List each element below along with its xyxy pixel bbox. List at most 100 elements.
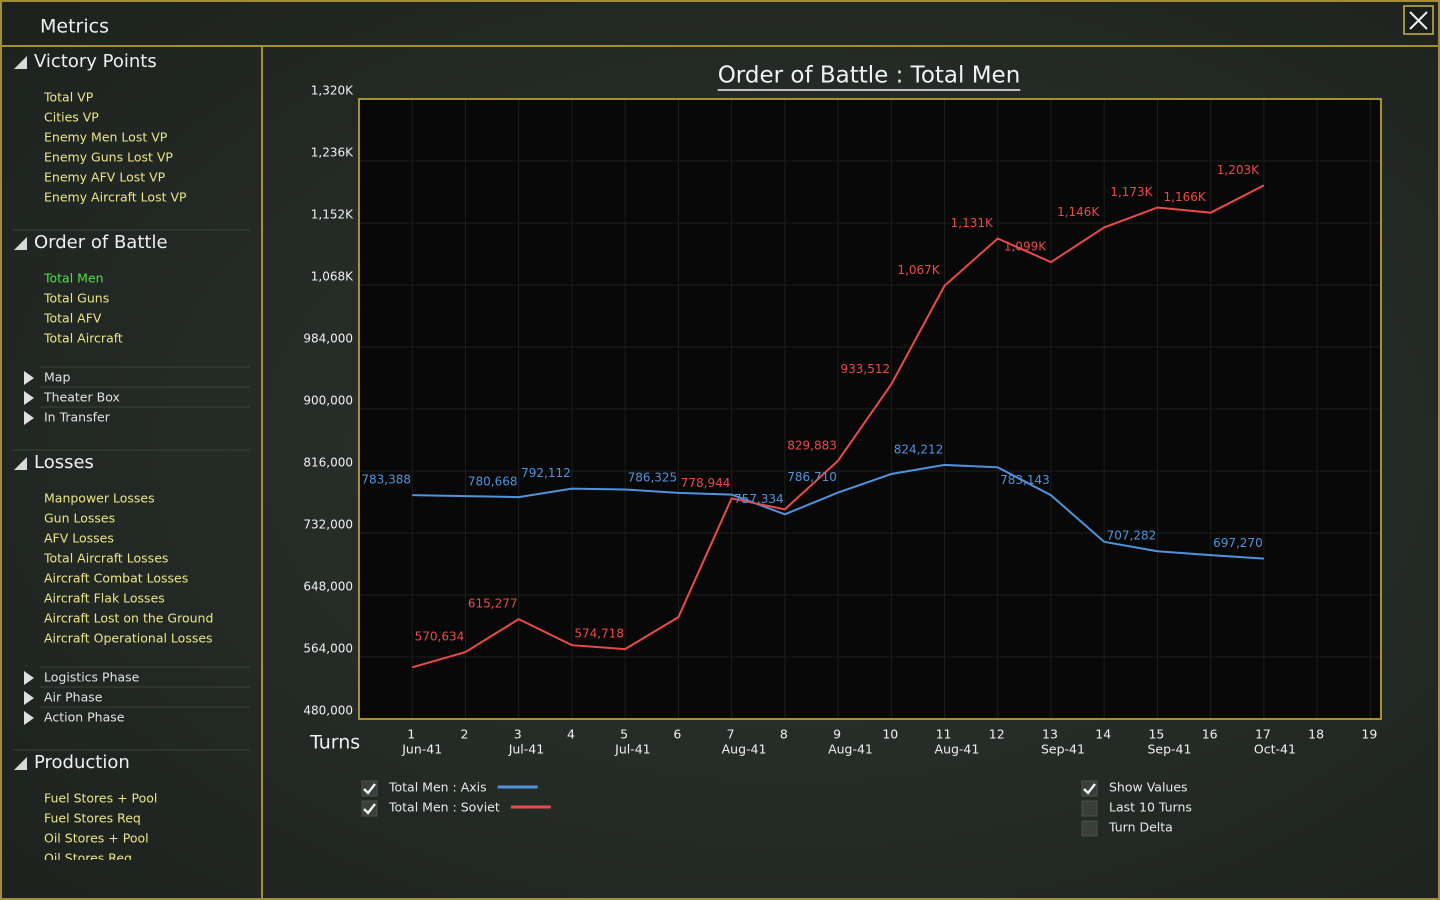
value-label: 697,270 bbox=[1213, 536, 1263, 550]
value-label: 615,277 bbox=[468, 597, 518, 611]
menu-item[interactable]: Aircraft Operational Losses bbox=[44, 631, 213, 646]
y-tick-label: 1,320K bbox=[311, 84, 354, 98]
y-tick-label: 1,068K bbox=[311, 270, 354, 284]
x-date-label: Aug-41 bbox=[828, 742, 873, 757]
option-label[interactable]: Turn Delta bbox=[1108, 820, 1173, 835]
menu-item[interactable]: Enemy Guns Lost VP bbox=[44, 150, 173, 165]
y-tick-label: 1,152K bbox=[311, 208, 354, 222]
collapse-triangle bbox=[14, 237, 27, 250]
menu-item[interactable]: Total AFV bbox=[43, 311, 102, 326]
value-label: 780,668 bbox=[468, 475, 518, 489]
expand-triangle bbox=[24, 671, 34, 685]
expand-triangle bbox=[24, 411, 34, 425]
window-title: Metrics bbox=[40, 16, 109, 38]
chart: 480,000 564,000 648,000 732,000 816,000 900,0… bbox=[303, 84, 1381, 757]
series-line bbox=[411, 184, 1265, 669]
close-icon[interactable] bbox=[1409, 11, 1428, 30]
checkbox[interactable] bbox=[361, 800, 378, 817]
y-tick-label: 480,000 bbox=[303, 704, 353, 718]
menu-item[interactable]: Manpower Losses bbox=[44, 491, 155, 506]
y-tick-label: 1,236K bbox=[311, 146, 354, 160]
value-label: 783,388 bbox=[361, 473, 411, 487]
value-label: 570,634 bbox=[415, 630, 465, 644]
y-tick-label: 816,000 bbox=[303, 456, 353, 470]
x-date-label: Jul-41 bbox=[508, 742, 545, 757]
x-tick-label: 7 bbox=[727, 727, 735, 742]
expand-triangle bbox=[24, 711, 34, 725]
menu-item[interactable]: Oil Stores + Pool bbox=[44, 831, 149, 846]
option-label[interactable]: Last 10 Turns bbox=[1109, 800, 1192, 815]
x-tick-label: 14 bbox=[1095, 727, 1111, 742]
value-label: 792,112 bbox=[521, 466, 571, 480]
expand-triangle bbox=[24, 371, 34, 385]
checkbox[interactable] bbox=[361, 780, 378, 797]
menu-item[interactable]: Total Aircraft bbox=[43, 331, 123, 346]
checkbox[interactable] bbox=[1081, 800, 1098, 817]
menu-item[interactable]: Total Men bbox=[43, 271, 104, 286]
menu-item[interactable]: Gun Losses bbox=[44, 511, 115, 526]
value-label: 707,282 bbox=[1107, 529, 1157, 543]
x-tick-label: 4 bbox=[567, 727, 575, 742]
section-header[interactable]: Victory Points bbox=[34, 51, 157, 72]
checkbox[interactable] bbox=[1081, 780, 1098, 797]
x-tick-label: 18 bbox=[1308, 727, 1324, 742]
expand-triangle bbox=[24, 391, 34, 405]
value-label: 1,173K bbox=[1110, 185, 1153, 199]
menu-item[interactable]: Cities VP bbox=[44, 110, 99, 125]
expand-triangle bbox=[24, 691, 34, 705]
sub-item[interactable]: In Transfer bbox=[44, 410, 111, 425]
sub-item[interactable]: Map bbox=[44, 370, 70, 385]
value-label: 757,334 bbox=[734, 492, 784, 506]
menu-item[interactable]: Total Aircraft Losses bbox=[43, 551, 168, 566]
menu-item[interactable]: Enemy Men Lost VP bbox=[44, 130, 168, 145]
x-tick-label: 1 bbox=[407, 727, 415, 742]
check-mark[interactable] bbox=[363, 783, 376, 795]
y-tick-label: 900,000 bbox=[303, 394, 353, 408]
section-header[interactable]: Production bbox=[34, 752, 130, 773]
chart-title: Order of Battle : Total Men bbox=[718, 63, 1021, 89]
menu-item[interactable]: Enemy AFV Lost VP bbox=[44, 170, 166, 185]
x-tick-label: 17 bbox=[1255, 727, 1271, 742]
value-label: 1,067K bbox=[897, 263, 940, 277]
x-tick-label: 5 bbox=[620, 727, 628, 742]
check-mark[interactable] bbox=[363, 803, 376, 815]
sub-item[interactable]: Action Phase bbox=[44, 710, 125, 725]
menu-item[interactable]: Enemy Aircraft Lost VP bbox=[44, 190, 187, 205]
collapse-triangle bbox=[14, 56, 27, 69]
y-tick-label: 648,000 bbox=[303, 580, 353, 594]
x-tick-label: 8 bbox=[780, 727, 788, 742]
value-label: 1,203K bbox=[1217, 163, 1260, 177]
sub-item[interactable]: Air Phase bbox=[44, 690, 103, 705]
value-label: 1,099K bbox=[1004, 240, 1047, 254]
collapse-triangle bbox=[14, 757, 27, 770]
sub-item[interactable]: Logistics Phase bbox=[44, 670, 140, 685]
menu-item[interactable]: Fuel Stores + Pool bbox=[44, 791, 157, 806]
close-button[interactable] bbox=[1403, 5, 1434, 35]
sub-item[interactable]: Theater Box bbox=[43, 390, 120, 405]
menu-item[interactable]: AFV Losses bbox=[44, 531, 114, 546]
menu-item[interactable]: Total VP bbox=[43, 90, 94, 105]
menu-item[interactable]: Aircraft Flak Losses bbox=[44, 591, 165, 606]
x-date-label: Aug-41 bbox=[935, 742, 980, 757]
value-label: 829,883 bbox=[787, 438, 837, 452]
x-tick-label: 6 bbox=[673, 727, 681, 742]
x-tick-label: 13 bbox=[1042, 727, 1058, 742]
option-label[interactable]: Show Values bbox=[1109, 780, 1188, 795]
check-mark[interactable] bbox=[1083, 783, 1096, 795]
section-header[interactable]: Order of Battle bbox=[34, 232, 168, 253]
x-date-label: Jun-41 bbox=[401, 742, 442, 757]
menu-item[interactable]: Total Guns bbox=[43, 291, 109, 306]
menu-item[interactable]: Fuel Stores Req bbox=[44, 811, 141, 826]
value-label: 574,718 bbox=[574, 627, 624, 641]
section-header[interactable]: Losses bbox=[34, 452, 94, 473]
menu-item[interactable]: Aircraft Combat Losses bbox=[44, 571, 188, 586]
x-tick-label: 19 bbox=[1361, 727, 1377, 742]
x-tick-label: 10 bbox=[882, 727, 898, 742]
sidebar: Victory Points Total VP Cities VP Enemy Men… bbox=[12, 51, 250, 866]
legend-label: Total Men : Soviet bbox=[388, 800, 500, 815]
checkbox[interactable] bbox=[1081, 820, 1098, 837]
menu-item[interactable]: Aircraft Lost on the Ground bbox=[44, 611, 213, 626]
menu-item[interactable]: Oil Stores Req bbox=[44, 851, 132, 866]
